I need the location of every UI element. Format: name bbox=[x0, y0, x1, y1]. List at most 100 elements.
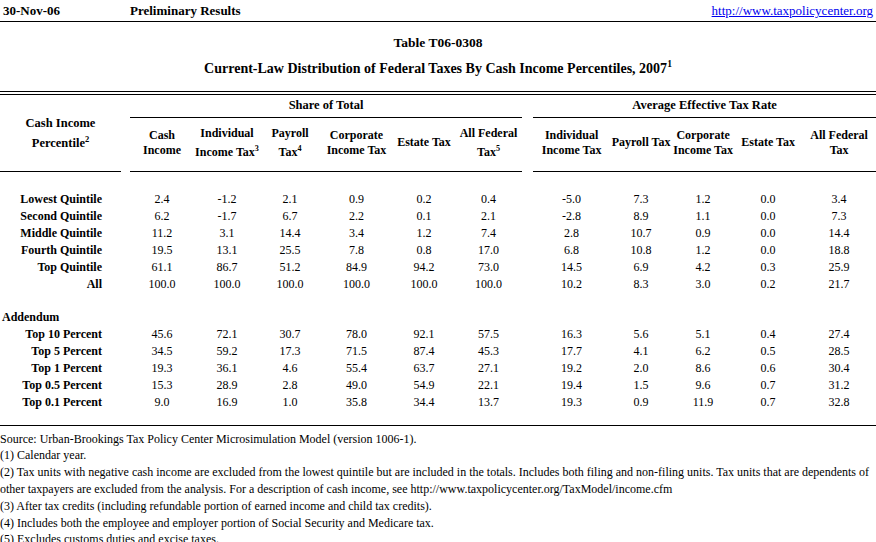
cell-value: 2.8 bbox=[260, 377, 320, 394]
row-label: Middle Quintile bbox=[0, 225, 121, 242]
cell-value: 49.0 bbox=[320, 377, 393, 394]
cell-value: 19.3 bbox=[533, 394, 610, 411]
group-header-row: Cash Income Percentile2 Share of Total A… bbox=[0, 95, 876, 118]
row-label: Second Quintile bbox=[0, 208, 121, 225]
col-corporate-income-tax-share: Corporate Income Tax bbox=[320, 117, 393, 171]
row-label: Top 0.1 Percent bbox=[0, 394, 121, 411]
document-date: 30-Nov-06 bbox=[3, 3, 60, 19]
cell-value: 54.9 bbox=[393, 377, 455, 394]
table-row: Second Quintile6.2-1.76.72.20.12.1-2.88.… bbox=[0, 208, 876, 225]
group-avg-effective-tax-rate: Average Effective Tax Rate bbox=[533, 95, 876, 118]
cell-value: 2.0 bbox=[610, 360, 672, 377]
cell-value: 31.2 bbox=[802, 377, 876, 394]
cell-value: 63.7 bbox=[393, 360, 455, 377]
cell-value: 61.1 bbox=[130, 259, 194, 276]
cell-value: 100.0 bbox=[194, 276, 260, 293]
cell-value: 51.2 bbox=[260, 259, 320, 276]
table-row: Lowest Quintile2.4-1.22.10.90.20.4-5.07.… bbox=[0, 191, 876, 208]
cell-value: 36.1 bbox=[194, 360, 260, 377]
cell-value: 14.4 bbox=[260, 225, 320, 242]
cell-value: 100.0 bbox=[393, 276, 455, 293]
cell-value: 34.5 bbox=[130, 343, 194, 360]
column-gap bbox=[121, 95, 130, 172]
cell-value: 21.7 bbox=[802, 276, 876, 293]
row-label: Lowest Quintile bbox=[0, 191, 121, 208]
table-subtitle-text: Current-Law Distribution of Federal Taxe… bbox=[204, 61, 667, 76]
column-gap bbox=[522, 191, 533, 208]
table-number-title: Table T06-0308 bbox=[0, 35, 876, 51]
column-gap bbox=[121, 377, 130, 394]
cell-value: 4.2 bbox=[672, 259, 734, 276]
column-gap bbox=[522, 360, 533, 377]
addendum-header-row: Addendum bbox=[0, 309, 876, 326]
column-gap bbox=[522, 259, 533, 276]
cell-value: 30.7 bbox=[260, 326, 320, 343]
cell-value: 10.2 bbox=[533, 276, 610, 293]
table-row: Top 0.1 Percent9.016.91.035.834.413.719.… bbox=[0, 394, 876, 411]
col-individual-income-tax-rate: Individual Income Tax bbox=[533, 117, 610, 171]
cell-value: -1.2 bbox=[194, 191, 260, 208]
footnote: (5) Excludes customs duties and excise t… bbox=[0, 531, 876, 542]
column-gap bbox=[121, 360, 130, 377]
footnote: (1) Calendar year. bbox=[0, 447, 876, 464]
column-header-row: Cash Income Individual Income Tax3 Payro… bbox=[0, 117, 876, 171]
cell-value: 0.8 bbox=[393, 242, 455, 259]
cell-value: 16.3 bbox=[533, 326, 610, 343]
cell-value: 0.3 bbox=[734, 259, 802, 276]
column-gap bbox=[522, 394, 533, 411]
column-gap bbox=[522, 326, 533, 343]
cell-value: 0.1 bbox=[393, 208, 455, 225]
spacer-row bbox=[0, 171, 876, 191]
cell-value: 17.7 bbox=[533, 343, 610, 360]
cell-value: 2.8 bbox=[533, 225, 610, 242]
cell-value: 1.2 bbox=[672, 191, 734, 208]
col-all-federal-tax-rate: All Federal Tax bbox=[802, 117, 876, 171]
cell-value: 55.4 bbox=[320, 360, 393, 377]
col-estate-tax-rate: Estate Tax bbox=[734, 117, 802, 171]
cell-value: 14.5 bbox=[533, 259, 610, 276]
cell-value: 0.0 bbox=[734, 191, 802, 208]
cell-value: 5.1 bbox=[672, 326, 734, 343]
column-gap bbox=[522, 242, 533, 259]
cell-value: 2.1 bbox=[455, 208, 522, 225]
cell-value: 13.1 bbox=[194, 242, 260, 259]
cell-value: 0.7 bbox=[734, 394, 802, 411]
cell-value: 0.4 bbox=[455, 191, 522, 208]
cell-value: 0.5 bbox=[734, 343, 802, 360]
table-row: Top 0.5 Percent15.328.92.849.054.922.119… bbox=[0, 377, 876, 394]
cell-value: 0.7 bbox=[734, 377, 802, 394]
cell-value: 27.1 bbox=[455, 360, 522, 377]
cell-value: 100.0 bbox=[455, 276, 522, 293]
cell-value: 10.7 bbox=[610, 225, 672, 242]
cell-value: 71.5 bbox=[320, 343, 393, 360]
cell-value: 8.6 bbox=[672, 360, 734, 377]
cell-value: 3.1 bbox=[194, 225, 260, 242]
column-gap bbox=[121, 242, 130, 259]
cell-value: 6.2 bbox=[130, 208, 194, 225]
cell-value: 19.3 bbox=[130, 360, 194, 377]
document-page: { "header": { "date": "30-Nov-06", "stat… bbox=[0, 0, 876, 542]
group-share-of-total: Share of Total bbox=[130, 95, 522, 118]
row-label: Top Quintile bbox=[0, 259, 121, 276]
taxpolicycenter-link[interactable]: http://www.taxpolicycenter.org bbox=[712, 3, 873, 19]
cell-value: 78.0 bbox=[320, 326, 393, 343]
cell-value: 7.4 bbox=[455, 225, 522, 242]
cell-value: 6.2 bbox=[672, 343, 734, 360]
cell-value: 1.2 bbox=[672, 242, 734, 259]
cell-value: 1.5 bbox=[610, 377, 672, 394]
cell-value: 100.0 bbox=[320, 276, 393, 293]
column-gap bbox=[522, 276, 533, 293]
cell-value: 7.3 bbox=[610, 191, 672, 208]
table-body: Lowest Quintile2.4-1.22.10.90.20.4-5.07.… bbox=[0, 171, 876, 411]
table-row: Fourth Quintile19.513.125.57.80.817.06.8… bbox=[0, 242, 876, 259]
cell-value: 94.2 bbox=[393, 259, 455, 276]
column-gap bbox=[522, 343, 533, 360]
tax-distribution-table: Cash Income Percentile2 Share of Total A… bbox=[0, 95, 876, 411]
column-gap bbox=[522, 377, 533, 394]
spacer-cell bbox=[0, 293, 876, 309]
cell-value: 22.1 bbox=[455, 377, 522, 394]
cell-value: 8.9 bbox=[610, 208, 672, 225]
col-corporate-income-tax-rate: Corporate Income Tax bbox=[672, 117, 734, 171]
table-row: Middle Quintile11.23.114.43.41.27.42.810… bbox=[0, 225, 876, 242]
table-row: All100.0100.0100.0100.0100.0100.010.28.3… bbox=[0, 276, 876, 293]
